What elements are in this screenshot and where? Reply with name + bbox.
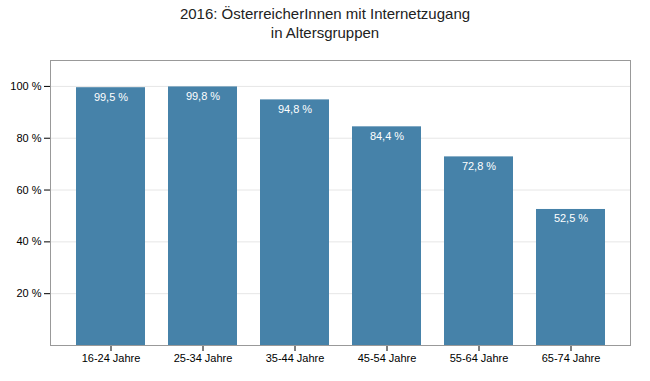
svg-text:25-34 Jahre: 25-34 Jahre bbox=[174, 352, 233, 364]
svg-text:94,8 %: 94,8 % bbox=[278, 103, 312, 115]
svg-text:20 %: 20 % bbox=[16, 287, 41, 299]
svg-text:65-74 Jahre: 65-74 Jahre bbox=[542, 352, 601, 364]
svg-text:72,8 %: 72,8 % bbox=[462, 160, 496, 172]
svg-text:99,5 %: 99,5 % bbox=[94, 91, 128, 103]
svg-text:52,5 %: 52,5 % bbox=[554, 212, 588, 224]
svg-text:40 %: 40 % bbox=[16, 235, 41, 247]
svg-text:45-54 Jahre: 45-54 Jahre bbox=[358, 352, 417, 364]
svg-text:55-64 Jahre: 55-64 Jahre bbox=[450, 352, 509, 364]
html-text:2016: ÖsterreicherInnen mit In: 2016: ÖsterreicherInnen mit Internetzuga… bbox=[179, 5, 471, 41]
svg-text:16-24 Jahre: 16-24 Jahre bbox=[82, 352, 141, 364]
svg-text:60 %: 60 % bbox=[16, 184, 41, 196]
svg-text:35-44 Jahre: 35-44 Jahre bbox=[266, 352, 325, 364]
svg-text:80 %: 80 % bbox=[16, 132, 41, 144]
svg-text:84,4 %: 84,4 % bbox=[370, 130, 404, 142]
svg-text:100 %: 100 % bbox=[10, 80, 41, 92]
svg-text:99,8 %: 99,8 % bbox=[186, 90, 220, 102]
